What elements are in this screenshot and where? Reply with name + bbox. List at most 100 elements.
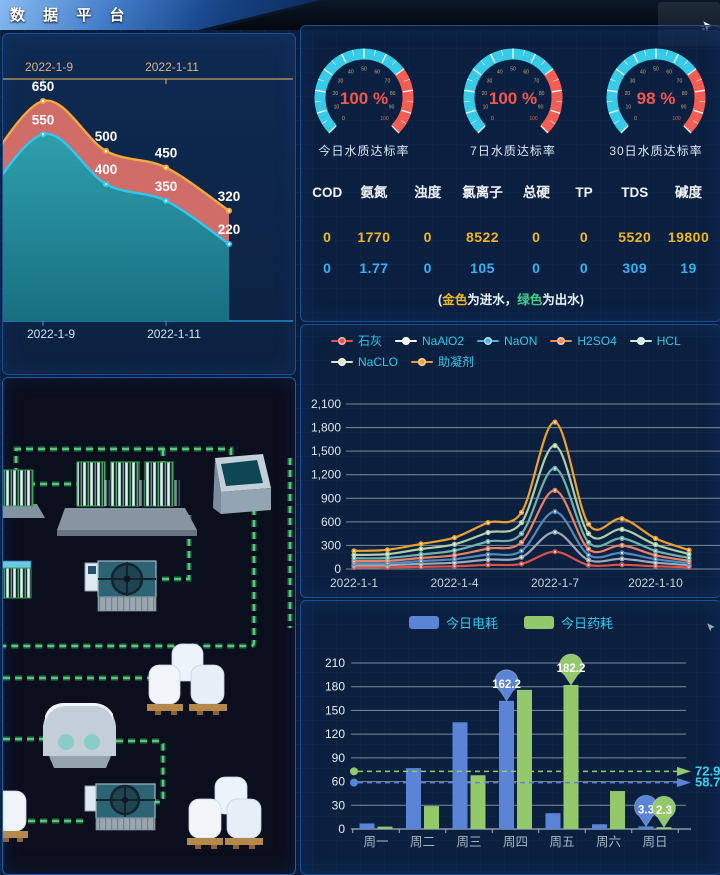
legend-item-NaCLO[interactable]: NaCLO (331, 353, 398, 370)
svg-text:400: 400 (95, 162, 118, 177)
bar-今日电耗-周二 (406, 768, 421, 829)
table-header-cell: TP (575, 185, 593, 200)
membrane-rack-large (57, 461, 197, 536)
legend-marker (331, 336, 353, 345)
legend-label: HCL (656, 333, 681, 348)
app-header: 数 据 平 台 (0, 0, 720, 30)
svg-text:60: 60 (374, 70, 380, 76)
plant-3d-panel (2, 377, 296, 875)
svg-text:150: 150 (325, 703, 345, 717)
gauge-value-1: 100 % (489, 89, 537, 108)
table-value-cell-row0: 19800 (667, 229, 710, 245)
bar-今日药耗-周三 (470, 775, 486, 829)
daily-consumption-bar-chart: 0 30 60 90 120 150 180 210 周一 周二 周三 周四 周五 周六 周日 72.9758… (325, 653, 720, 849)
svg-text:2,100: 2,100 (311, 397, 341, 411)
legend-marker (629, 336, 652, 345)
svg-text:0: 0 (342, 116, 345, 122)
svg-text:900: 900 (321, 491, 341, 505)
svg-text:20: 20 (333, 91, 339, 97)
bar-今日电耗-周日 (638, 826, 654, 829)
svg-text:周六: 周六 (596, 835, 621, 849)
svg-text:50: 50 (653, 67, 659, 73)
svg-text:周五: 周五 (549, 835, 574, 849)
table-header-cell: COD (312, 185, 343, 200)
svg-text:72.97: 72.97 (695, 763, 720, 778)
table-header-cell: TDS (621, 185, 649, 200)
table-value-cell-row0: 0 (579, 229, 589, 245)
legend-item-NaON[interactable]: NaON (477, 332, 537, 349)
table-value-cell-row1: 105 (470, 260, 495, 276)
gauge-1: 0 10 20 30 40 50 60 70 80 90 100 100 % 7日水质达标率 (448, 36, 578, 159)
svg-text:1,500: 1,500 (311, 444, 341, 458)
gauge-2: 0 10 20 30 40 50 60 70 80 90 100 98 % 30日水质达标率 (591, 36, 720, 159)
svg-text:58.74: 58.74 (695, 775, 720, 790)
bar-今日电耗-周四 (499, 700, 514, 829)
svg-text:60: 60 (666, 70, 672, 76)
svg-text:80: 80 (539, 91, 545, 97)
gauge-label-2: 30日水质达标率 (609, 144, 703, 158)
gauge-label-0: 今日水质达标率 (318, 144, 410, 158)
table-value-cell-row1: 1.77 (359, 260, 389, 276)
svg-text:500: 500 (95, 129, 118, 144)
svg-text:80: 80 (682, 91, 688, 97)
note-part: 绿色 (517, 293, 543, 307)
svg-text:90: 90 (389, 104, 395, 110)
svg-text:180: 180 (325, 680, 345, 694)
inlet-outlet-trend-panel: 2022-1-9 2022-1-11 2022-1-9 2022-1-11 650 500… (2, 33, 296, 375)
legend-label: NaAlO2 (422, 333, 465, 348)
svg-text:周三: 周三 (456, 835, 481, 849)
svg-text:120: 120 (325, 727, 345, 741)
svg-text:2022-1-9: 2022-1-9 (25, 60, 73, 74)
line-chart-legend: 石灰 NaAlO2 NaON H2SO4 HCL NaCLO 助凝剂 (331, 332, 716, 370)
table-header-cell: 总硬 (522, 185, 550, 200)
svg-text:70: 70 (385, 78, 391, 84)
bar-今日电耗-周五 (545, 813, 561, 829)
svg-text:2022-1-7: 2022-1-7 (531, 576, 579, 590)
plant-3d-scene (3, 446, 293, 849)
svg-text:90: 90 (681, 104, 687, 110)
legend-marker (411, 357, 434, 366)
svg-text:10: 10 (334, 104, 340, 110)
legend-item-助凝剂[interactable]: 助凝剂 (411, 353, 474, 370)
legend-item-今日电耗[interactable]: 今日电耗 (408, 613, 498, 632)
table-header-cell: 氯离子 (462, 185, 503, 200)
svg-text:2.3: 2.3 (656, 805, 672, 817)
legend-item-今日药耗[interactable]: 今日药耗 (524, 613, 613, 632)
legend-label: 今日药耗 (561, 616, 614, 631)
daily-consumption-panel: 今日电耗 今日药耗 0 30 60 90 120 150 180 210 周一 周二 周三 周四 周五 周六… (300, 600, 720, 875)
chemical-sack-left (3, 790, 28, 842)
svg-text:1,200: 1,200 (311, 468, 341, 482)
legend-item-H2SO4[interactable]: H2SO4 (550, 332, 617, 349)
blower-machine (43, 703, 116, 768)
table-value-cell-row0: 0 (423, 229, 432, 245)
table-header-cell: 氨氮 (360, 185, 388, 200)
bar-今日药耗-周五 (563, 684, 579, 829)
svg-text:周日: 周日 (642, 835, 667, 849)
legend-item-NaAlO2[interactable]: NaAlO2 (395, 332, 464, 349)
svg-text:周二: 周二 (410, 835, 435, 849)
table-value-cell-row0: 5520 (618, 229, 652, 245)
svg-text:3.3: 3.3 (638, 804, 654, 816)
bar-今日药耗-周一 (377, 826, 393, 829)
svg-text:100: 100 (672, 116, 681, 122)
svg-text:30: 30 (487, 78, 493, 84)
svg-text:2022-1-9: 2022-1-9 (27, 327, 75, 341)
chemical-sacks-1 (147, 643, 227, 715)
svg-text:90: 90 (332, 751, 346, 765)
water-quality-panel: 0 10 20 30 40 50 60 70 80 90 100 100 % 今日水质达标率 0 10 20 3… (300, 25, 720, 322)
chemical-sacks-2 (187, 776, 263, 849)
note-part: 为进水， (467, 293, 518, 307)
svg-text:0: 0 (338, 822, 345, 836)
legend-marker (550, 336, 573, 345)
clarifier-tank (213, 454, 271, 514)
svg-text:30: 30 (630, 78, 636, 84)
bar-今日电耗-周三 (452, 722, 468, 829)
aerator-fan-unit-1 (84, 560, 157, 612)
svg-text:182.2: 182.2 (557, 663, 586, 675)
table-value-cell-row1: 0 (532, 260, 541, 276)
legend-item-石灰[interactable]: 石灰 (331, 332, 382, 349)
legend-item-HCL[interactable]: HCL (629, 332, 681, 349)
note-part: 为出水) (542, 293, 584, 307)
svg-text:600: 600 (321, 515, 341, 529)
svg-text:30: 30 (338, 78, 344, 84)
